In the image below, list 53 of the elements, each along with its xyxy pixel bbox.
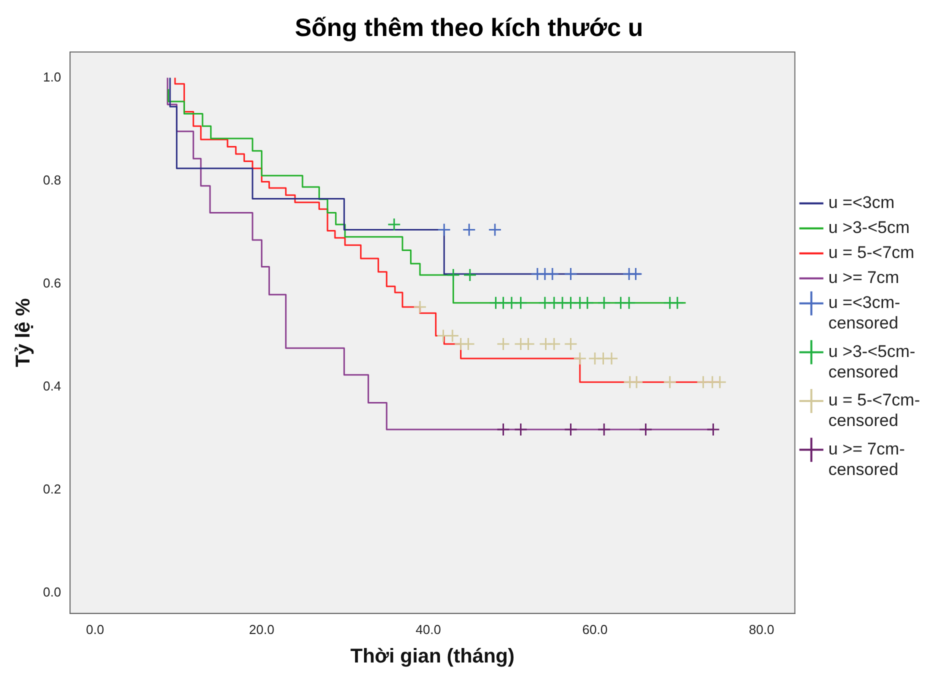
- point: [564, 422, 578, 436]
- y-tick-label: 0.6: [42, 275, 62, 290]
- y-tick-label: 0.4: [42, 378, 62, 394]
- point: [663, 375, 677, 389]
- x-tick-label: 80.0: [748, 622, 774, 637]
- x-tick-label: 40.0: [416, 622, 441, 637]
- point: [713, 375, 727, 389]
- point: [437, 222, 451, 236]
- point: [463, 268, 477, 282]
- point: [597, 296, 611, 310]
- point: [630, 375, 644, 389]
- point: [496, 422, 510, 436]
- point: [564, 267, 578, 281]
- legend-label: u =<3cm: [828, 193, 895, 212]
- legend-label: u = 5-<7cm-censored: [828, 390, 920, 430]
- y-tick-label: 0.8: [42, 172, 62, 188]
- point: [670, 296, 684, 310]
- legend-label: u = 5-<7cm: [828, 243, 914, 262]
- point: [546, 267, 560, 281]
- point: [514, 296, 528, 310]
- point: [604, 352, 618, 366]
- point: [522, 337, 536, 351]
- point: [496, 337, 510, 351]
- x-tick-label: 20.0: [249, 622, 274, 637]
- legend-label: u >= 7cm-censored: [828, 439, 905, 479]
- point: [622, 296, 636, 310]
- point: [413, 300, 427, 314]
- point: [597, 422, 611, 436]
- legend-label: u =<3cm-censored: [828, 293, 900, 332]
- point: [638, 422, 652, 436]
- point: [462, 337, 476, 351]
- point: [547, 337, 561, 351]
- point: [446, 268, 460, 282]
- point: [564, 337, 578, 351]
- point: [580, 296, 594, 310]
- legend-label: u >3-<5cm: [828, 218, 910, 238]
- point: [488, 222, 502, 236]
- legend-label: u >3-<5cm-censored: [828, 342, 916, 382]
- point: [387, 218, 401, 232]
- point: [573, 352, 587, 366]
- x-axis-title: Thời gian (tháng): [350, 646, 515, 668]
- legend-label: u >= 7cm: [828, 268, 900, 288]
- y-tick-label: 1.0: [42, 69, 62, 84]
- point: [706, 422, 720, 436]
- y-tick-label: 0.0: [42, 584, 62, 600]
- x-tick-label: 60.0: [582, 622, 608, 637]
- point: [514, 422, 528, 436]
- y-axis-title: Tỷ lệ %: [12, 298, 35, 368]
- chart-title: Sống thêm theo kích thước u: [294, 14, 644, 42]
- point: [628, 267, 642, 281]
- y-tick-label: 0.2: [42, 481, 62, 496]
- x-tick-label: 0.0: [86, 622, 104, 637]
- point: [462, 222, 476, 236]
